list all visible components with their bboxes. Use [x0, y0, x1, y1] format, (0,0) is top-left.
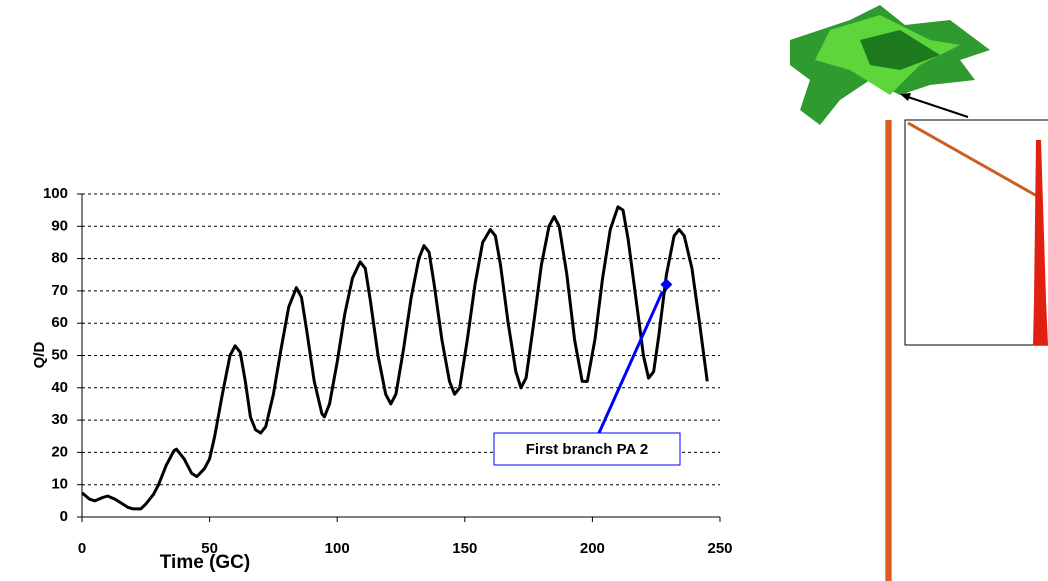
trunk-stripe	[886, 120, 891, 581]
y-axis-title: Q/D	[31, 342, 48, 369]
annotation-marker	[660, 278, 673, 291]
annotation-arrow	[597, 290, 664, 434]
canopy-dark	[860, 30, 940, 70]
y-tick-label: 80	[51, 250, 68, 267]
annotation-box	[493, 432, 681, 466]
y-tick-label: 50	[51, 346, 68, 363]
inset-trunk	[1033, 140, 1048, 345]
x-tick-label: 50	[201, 540, 218, 557]
y-tick-label: 40	[51, 379, 68, 396]
y-tick-label: 0	[60, 508, 68, 525]
inset	[904, 119, 1048, 346]
x-tick-label: 200	[580, 540, 605, 557]
inset-branch	[907, 121, 1038, 198]
annotation-text: First branch PA 2	[526, 441, 649, 458]
tree-illustration	[790, 5, 1048, 581]
y-tick-label: 60	[51, 314, 68, 331]
y-tick-label: 70	[51, 282, 68, 299]
x-tick-label: 250	[707, 540, 732, 557]
y-tick-label: 20	[51, 443, 68, 460]
x-axis-title: Time (GC)	[160, 552, 250, 573]
y-tick-label: 10	[51, 476, 68, 493]
arrow-head	[900, 93, 911, 101]
y-tick-label: 30	[51, 411, 68, 428]
y-tick-label: 90	[51, 217, 68, 234]
data-line	[81, 205, 709, 511]
x-tick-label: 150	[452, 540, 477, 557]
x-tick-label: 100	[325, 540, 350, 557]
arrow	[904, 95, 969, 118]
y-tick-label: 100	[43, 185, 68, 202]
x-tick-label: 0	[78, 540, 86, 557]
